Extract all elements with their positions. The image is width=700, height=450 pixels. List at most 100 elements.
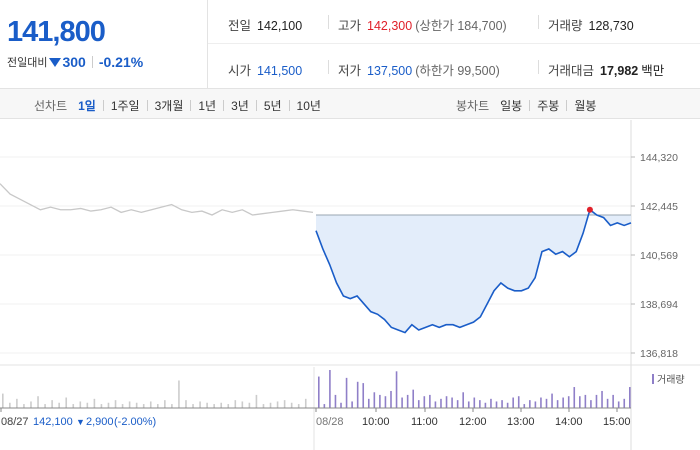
stat-high: 고가 142,300 (상한가 184,700): [338, 15, 507, 34]
volume-bar: [412, 389, 415, 408]
y-axis: 144,320 142,445 140,569 138,694 136,818: [631, 152, 678, 360]
chart-grid: [0, 120, 700, 450]
volume-bar: [617, 401, 620, 408]
volume-bar: [567, 396, 570, 408]
volume-bar: [269, 402, 272, 408]
stat-value: 142,100: [257, 19, 303, 33]
change-rate: -0.21%: [98, 54, 144, 70]
period-1y[interactable]: 1년: [198, 99, 217, 113]
volume-bar: [556, 400, 559, 408]
volume-bar: [623, 398, 626, 408]
volume-bar: [23, 404, 25, 408]
volume-bar: [417, 400, 420, 408]
stat-open: 시가 141,500: [228, 60, 302, 79]
volume-bar: [255, 394, 258, 408]
x-tick-label: 11:00: [411, 416, 438, 428]
period-3y[interactable]: 3년: [231, 99, 249, 113]
volume-bar: [114, 400, 117, 408]
period-daily[interactable]: 일봉: [500, 99, 523, 113]
stat-value: 17,982: [600, 64, 639, 78]
volume-bar: [290, 402, 293, 408]
volume-bar: [451, 397, 453, 408]
volume-bar: [490, 398, 492, 408]
stat-value: 128,730: [588, 19, 634, 33]
volume-bar: [58, 402, 60, 408]
divider: [255, 100, 257, 111]
period-monthly[interactable]: 월봉: [574, 99, 597, 113]
stat-value: 137,500: [367, 64, 413, 78]
stat-label: 고가: [338, 19, 362, 33]
volume-bar: [241, 401, 244, 408]
volume-bar: [462, 392, 464, 408]
stats-row-1: 전일 142,100 고가 142,300 (상한가 184,700) 거래량 128,…: [208, 0, 700, 44]
volume-bar: [171, 404, 173, 408]
divider: [102, 100, 104, 111]
prev-day-series-line: [0, 183, 314, 216]
candle-chart-label: 봉차트: [456, 99, 490, 113]
volume-bar: [178, 380, 180, 408]
volume-bar: [16, 398, 18, 408]
change-row: 전일대비 300 -0.21%: [7, 54, 143, 70]
volume-bar: [612, 394, 614, 408]
x-tick-label: 12:00: [459, 416, 487, 428]
volume-bar: [262, 404, 265, 408]
down-triangle-icon: ▼: [76, 417, 85, 427]
period-1d[interactable]: 1일: [78, 99, 96, 113]
volume-bar: [479, 400, 481, 408]
quote-header: 141,800 전일대비 300 -0.21% 전일 142,100 고가 142,…: [0, 0, 700, 89]
stats-row-2: 시가 141,500 저가 137,500 (하한가 99,500) 거래대금 17,9…: [208, 45, 700, 89]
volume-legend-swatch: [652, 374, 654, 384]
volume-bar: [157, 404, 159, 408]
volume-bar: [100, 404, 103, 408]
volume-bar: [220, 402, 223, 408]
x-tick-label: 08/27: [1, 416, 29, 428]
period-3m[interactable]: 3개월: [154, 99, 184, 113]
volume-bar: [93, 398, 96, 408]
prev-day-summary: 08/27 142,100 ▼ 2,900 (-2.00%): [1, 416, 156, 428]
volume-bar: [121, 404, 124, 408]
volume-bar: [529, 400, 531, 408]
volume-bar: [495, 401, 498, 408]
change-value: 300: [62, 54, 86, 70]
prev-day-change: 2,900: [86, 416, 114, 428]
volume-bar: [545, 398, 548, 408]
period-10y[interactable]: 10년: [296, 99, 321, 113]
stat-value: 142,300: [367, 19, 413, 33]
candle-chart-periods: 봉차트 일봉 주봉 월봉: [456, 97, 596, 114]
volume-bar: [540, 397, 542, 408]
volume-bar: [79, 401, 82, 408]
down-triangle-icon: [49, 57, 62, 67]
volume-bar: [362, 383, 365, 408]
prev-day-rate: (-2.00%): [114, 416, 156, 428]
today-series-line: [315, 208, 632, 334]
divider: [288, 100, 290, 111]
volume-bar: [213, 404, 215, 408]
volume-bar: [135, 402, 138, 408]
volume-bar: [506, 402, 509, 408]
volume-bar: [192, 404, 194, 408]
period-5y[interactable]: 5년: [263, 99, 282, 113]
period-weekly[interactable]: 주봉: [537, 99, 560, 113]
volume-bar: [456, 400, 459, 408]
prev-day-close: 142,100: [33, 416, 73, 428]
price-chart[interactable]: 144,320 142,445 140,569 138,694 136,818 08/2…: [0, 120, 700, 450]
volume-bar: [512, 397, 514, 408]
x-tick-label: 13:00: [507, 416, 535, 428]
volume-bar: [107, 402, 110, 408]
stat-volume: 거래량 128,730: [548, 15, 634, 34]
stat-prev-close: 전일 142,100: [228, 15, 302, 34]
volume-bar: [142, 404, 145, 408]
period-1w[interactable]: 1주일: [110, 99, 140, 113]
divider: [529, 100, 531, 111]
volume-bar: [351, 401, 353, 408]
volume-bar: [429, 394, 431, 408]
line-chart-label: 선차트: [34, 99, 68, 113]
volume-bar: [9, 402, 11, 408]
volume-bar: [467, 401, 470, 408]
divider: [566, 100, 568, 111]
volume-bar: [395, 371, 398, 408]
volume-legend: 거래량: [652, 374, 685, 386]
stat-unit: 백만: [641, 64, 665, 78]
volume-bar: [185, 400, 187, 408]
volume-bar: [401, 397, 403, 408]
